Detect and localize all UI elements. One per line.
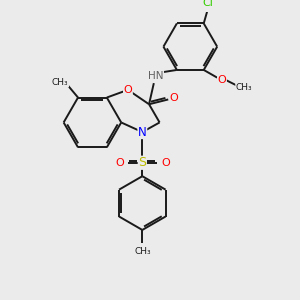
Text: CH₃: CH₃	[134, 247, 151, 256]
Text: O: O	[124, 85, 132, 95]
Text: O: O	[115, 158, 124, 168]
Text: S: S	[138, 156, 146, 169]
Text: O: O	[169, 92, 178, 103]
Text: N: N	[138, 126, 147, 139]
Text: CH₃: CH₃	[236, 83, 252, 92]
Text: Cl: Cl	[202, 0, 213, 8]
Text: O: O	[218, 74, 226, 85]
Text: CH₃: CH₃	[52, 78, 68, 87]
Text: HN: HN	[148, 71, 164, 81]
Text: O: O	[161, 158, 170, 168]
